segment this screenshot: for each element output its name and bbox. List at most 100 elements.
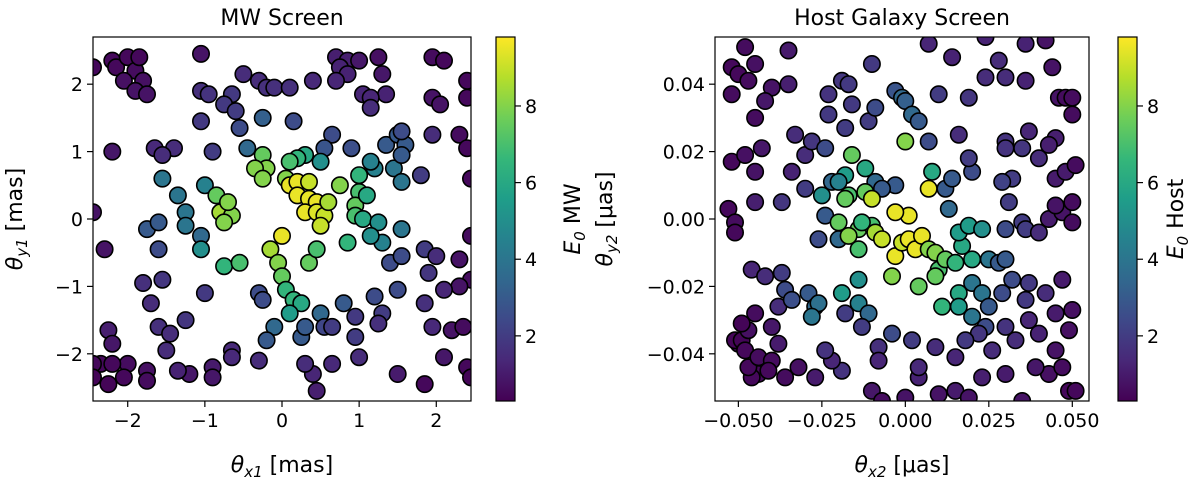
host-point <box>1063 213 1082 232</box>
host-point <box>1016 290 1035 309</box>
mw-point <box>431 95 450 114</box>
mw-point <box>103 334 122 353</box>
mw-colorbar-frame <box>495 36 516 402</box>
host-point <box>752 139 771 158</box>
mw-point <box>226 102 245 121</box>
mw-point <box>153 169 172 188</box>
host-point <box>996 220 1015 239</box>
host-title: Host Galaxy Screen <box>794 6 1010 31</box>
host-point <box>909 277 928 296</box>
mw-point <box>265 78 284 97</box>
host-point <box>806 368 825 387</box>
mw-point <box>392 220 411 239</box>
host-point <box>739 71 758 90</box>
host-point <box>856 159 875 178</box>
mw-panel: MW Screen −2 −1 0 1 2 2 1 0 −1 −2 θx1 [mas] θy1 [mas… <box>3 6 589 481</box>
host-point <box>902 331 921 350</box>
host-point <box>996 317 1015 336</box>
mw-point <box>95 240 114 259</box>
host-ytick-label: 0.02 <box>663 142 705 164</box>
mw-point <box>388 280 407 299</box>
mw-point <box>103 142 122 161</box>
host-point <box>1036 37 1055 50</box>
mw-point <box>280 304 299 323</box>
host-point <box>963 307 982 326</box>
host-point <box>849 240 868 259</box>
mw-point <box>350 348 369 367</box>
host-xtick-label: −0.025 <box>787 410 857 432</box>
mw-colorbar: 2 4 6 8 E0 MW <box>495 36 589 402</box>
host-point <box>759 361 778 380</box>
mw-point <box>168 186 187 205</box>
mw-point <box>323 317 342 336</box>
mw-point <box>369 314 388 333</box>
host-point <box>829 213 848 232</box>
mw-ytick-label: 2 <box>71 74 83 96</box>
mw-ytick-label: 1 <box>71 142 83 164</box>
host-point <box>862 54 881 73</box>
mw-point <box>253 290 272 309</box>
host-colorbar-tick-label: 8 <box>1147 96 1159 118</box>
host-point <box>725 223 744 242</box>
host-point <box>736 38 755 57</box>
mw-point <box>338 233 357 252</box>
host-point <box>772 193 791 212</box>
host-point <box>772 263 791 282</box>
host-point <box>882 267 901 286</box>
mw-point <box>253 108 272 127</box>
mw-colorbar-tick-label: 4 <box>525 249 537 271</box>
mw-point <box>149 240 168 259</box>
host-point <box>943 169 962 188</box>
host-point <box>842 95 861 114</box>
host-point <box>882 324 901 343</box>
host-point <box>1066 156 1085 175</box>
host-point <box>909 112 928 131</box>
mw-point <box>296 354 315 373</box>
host-point <box>926 267 945 286</box>
host-point <box>862 189 881 208</box>
host-point <box>756 92 775 111</box>
host-point <box>1039 135 1058 154</box>
mw-point <box>350 166 369 185</box>
host-point <box>929 385 948 401</box>
host-point <box>926 338 945 357</box>
mw-point <box>450 250 469 269</box>
mw-point <box>215 213 234 232</box>
host-point <box>782 290 801 309</box>
mw-point <box>326 71 345 90</box>
mw-point <box>323 354 342 373</box>
mw-xtick-label: 2 <box>430 410 442 432</box>
host-point <box>816 139 835 158</box>
mw-point <box>415 375 434 394</box>
host-point <box>923 162 942 181</box>
host-point <box>789 358 808 377</box>
host-point <box>983 341 1002 360</box>
mw-point <box>450 125 469 144</box>
mw-point <box>257 331 276 350</box>
host-point <box>1060 321 1079 340</box>
mw-point <box>373 65 392 84</box>
mw-point <box>134 273 153 292</box>
host-point <box>832 284 851 303</box>
mw-point <box>369 213 388 232</box>
mw-point <box>411 166 430 185</box>
host-point <box>919 179 938 198</box>
host-point <box>732 314 751 333</box>
host-point <box>836 304 855 323</box>
host-point <box>1029 149 1048 168</box>
mw-title: MW Screen <box>220 6 343 31</box>
host-xtick-label: 0.025 <box>962 410 1016 432</box>
mw-point <box>342 139 361 158</box>
mw-colorbar-tick-label: 8 <box>525 96 537 118</box>
host-point <box>1046 304 1065 323</box>
host-point <box>852 213 871 232</box>
host-colorbar-label: E0 Host <box>1164 178 1192 259</box>
host-point <box>909 358 928 377</box>
host-point <box>839 226 858 245</box>
host-point <box>959 149 978 168</box>
mw-point <box>454 317 471 336</box>
host-colorbar-tick-label: 6 <box>1147 173 1159 195</box>
mw-point <box>458 71 471 90</box>
host-point <box>756 267 775 286</box>
